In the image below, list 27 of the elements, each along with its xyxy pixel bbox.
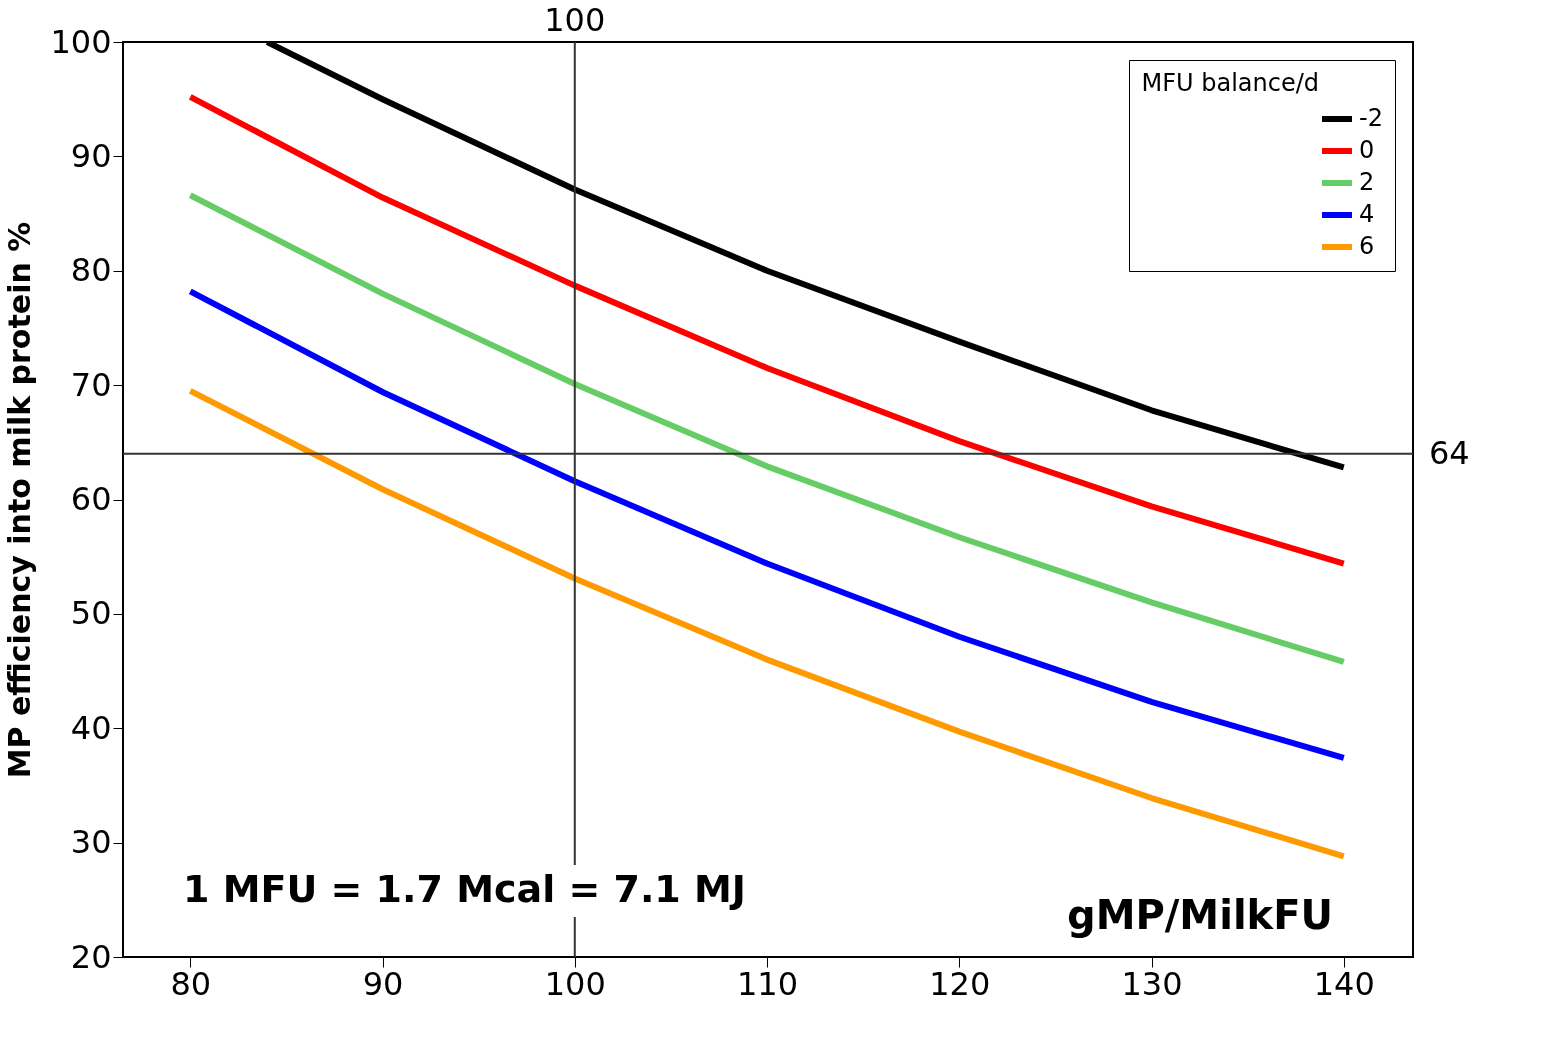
y-tick-label: 50 [70, 594, 112, 633]
x-axis-title: gMP/MilkFU [1067, 892, 1333, 938]
y-tick-label: 70 [70, 365, 112, 404]
x-tick-label: 80 [170, 964, 212, 1003]
ref-line-label: 64 [1429, 433, 1470, 472]
legend-label: 4 [1359, 200, 1375, 228]
y-tick-label: 30 [70, 823, 112, 862]
x-tick-label: 130 [1121, 964, 1183, 1003]
legend-title: MFU balance/d [1141, 69, 1319, 97]
y-axis-title: MP efficiency into milk protein % [2, 221, 38, 779]
x-tick-label: 100 [544, 964, 606, 1003]
annotation: 1 MFU = 1.7 Mcal = 7.1 MJ [183, 867, 746, 911]
x-tick-label: 140 [1313, 964, 1375, 1003]
x-tick-label: 110 [737, 964, 799, 1003]
y-tick-label: 40 [70, 708, 112, 747]
legend-label: 2 [1359, 168, 1375, 196]
legend-label: 0 [1359, 136, 1375, 164]
legend-label: 6 [1359, 232, 1375, 260]
legend-label: -2 [1359, 104, 1383, 132]
y-tick-label: 60 [70, 480, 112, 518]
y-tick-label: 20 [70, 937, 112, 976]
ref-line-label: 100 [544, 1, 606, 39]
y-tick-label: 90 [70, 136, 112, 175]
x-tick-label: 120 [929, 964, 991, 1003]
y-tick-label: 80 [70, 251, 112, 290]
y-tick-label: 100 [50, 22, 112, 61]
x-tick-label: 90 [362, 964, 404, 1003]
